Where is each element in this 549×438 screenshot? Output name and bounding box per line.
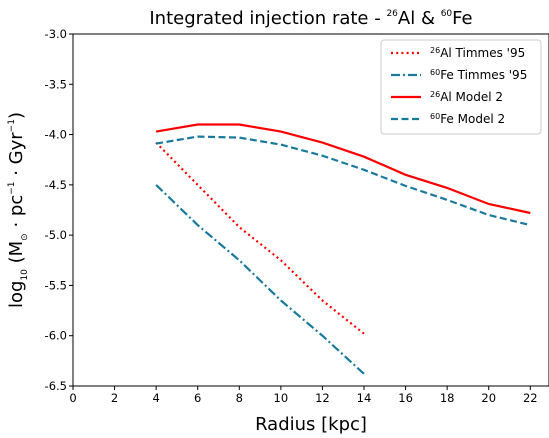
series-line-fe_timmes	[155, 184, 365, 375]
series-layer	[155, 123, 531, 375]
legend-label-al_model2: 26Al Model 2	[430, 90, 503, 104]
y-tick-label: -3.0	[45, 27, 67, 41]
legend-label-fe_model2: 60Fe Model 2	[430, 112, 505, 126]
x-tick-label: 20	[481, 391, 496, 405]
x-tick-label: 4	[152, 391, 159, 405]
x-tick-label: 2	[111, 391, 118, 405]
x-axis-label: Radius [kpc]	[255, 414, 367, 435]
x-tick-label: 12	[315, 391, 330, 405]
y-tick-label: -5.5	[45, 278, 67, 292]
y-axis-label: log10 (M⊙ · pc−1 · Gyr−1)	[6, 112, 30, 308]
x-tick-label: 16	[398, 391, 413, 405]
x-tick-label: 8	[236, 391, 243, 405]
series-line-al_timmes	[155, 141, 365, 335]
x-tick-label: 14	[357, 391, 372, 405]
series-line-al_model2	[155, 123, 531, 215]
legend-label-fe_timmes: 60Fe Timmes '95	[430, 68, 527, 82]
legend-box	[380, 39, 542, 135]
y-tick-label: -5.0	[45, 228, 67, 242]
y-tick-label: -4.5	[45, 178, 67, 192]
series-line-fe_model2	[155, 135, 531, 227]
y-tick-label: -6.5	[45, 379, 67, 393]
legend: 26Al Timmes '95 60Fe Timmes '95 26Al Model…	[380, 39, 542, 135]
x-tick-label: 10	[274, 391, 289, 405]
plot-frame	[72, 33, 549, 387]
y-tick-label: -4.0	[45, 128, 67, 142]
x-tick-label: 0	[69, 391, 76, 405]
chart-title: Integrated injection rate - 26Al & 60Fe	[149, 8, 472, 29]
y-tick-label: -6.0	[45, 329, 67, 343]
x-tick-label: 18	[440, 391, 455, 405]
y-tick-label: -3.5	[45, 77, 67, 91]
x-tick-label: 6	[194, 391, 201, 405]
legend-label-al_timmes: 26Al Timmes '95	[430, 46, 525, 60]
axis-ticks: 0 2 4 6 8 10 12 14 16 18 20 22 -3.0 -3.5 -4.0 -4.5 -5.0 -…	[45, 27, 538, 405]
x-tick-label: 22	[523, 391, 538, 405]
